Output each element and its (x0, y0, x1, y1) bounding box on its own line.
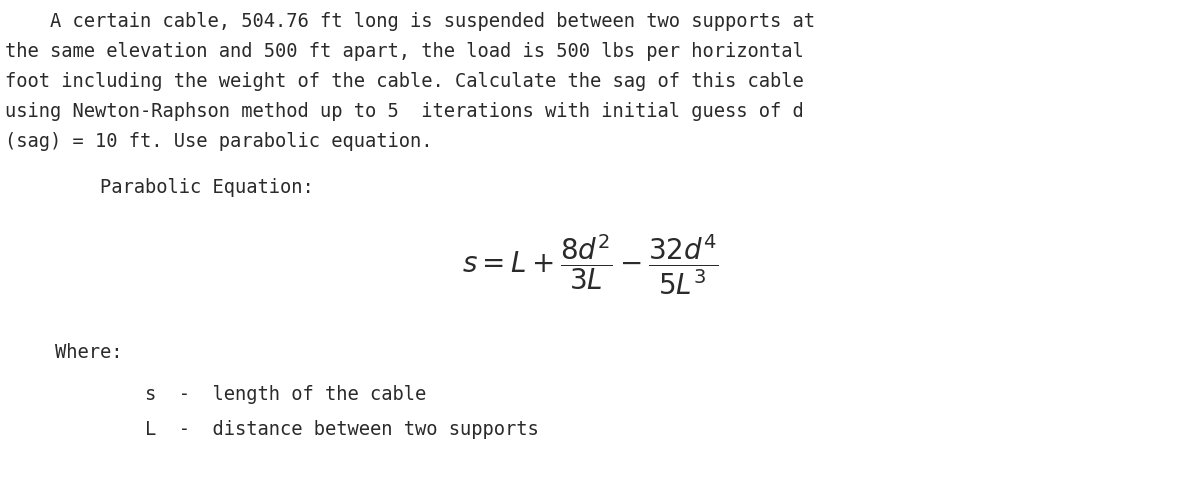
Text: A certain cable, 504.76 ft long is suspended between two supports at: A certain cable, 504.76 ft long is suspe… (5, 12, 815, 31)
Text: Where:: Where: (55, 343, 122, 362)
Text: (sag) = 10 ft. Use parabolic equation.: (sag) = 10 ft. Use parabolic equation. (5, 132, 432, 151)
Text: using Newton-Raphson method up to 5  iterations with initial guess of d: using Newton-Raphson method up to 5 iter… (5, 102, 804, 121)
Text: $s = L + \dfrac{8d^2}{3L} - \dfrac{32d^4}{5L^3}$: $s = L + \dfrac{8d^2}{3L} - \dfrac{32d^4… (462, 233, 718, 297)
Text: foot including the weight of the cable. Calculate the sag of this cable: foot including the weight of the cable. … (5, 72, 804, 91)
Text: L  -  distance between two supports: L - distance between two supports (55, 420, 539, 439)
Text: the same elevation and 500 ft apart, the load is 500 lbs per horizontal: the same elevation and 500 ft apart, the… (5, 42, 804, 61)
Text: s  -  length of the cable: s - length of the cable (55, 385, 426, 404)
Text: Parabolic Equation:: Parabolic Equation: (55, 178, 313, 197)
